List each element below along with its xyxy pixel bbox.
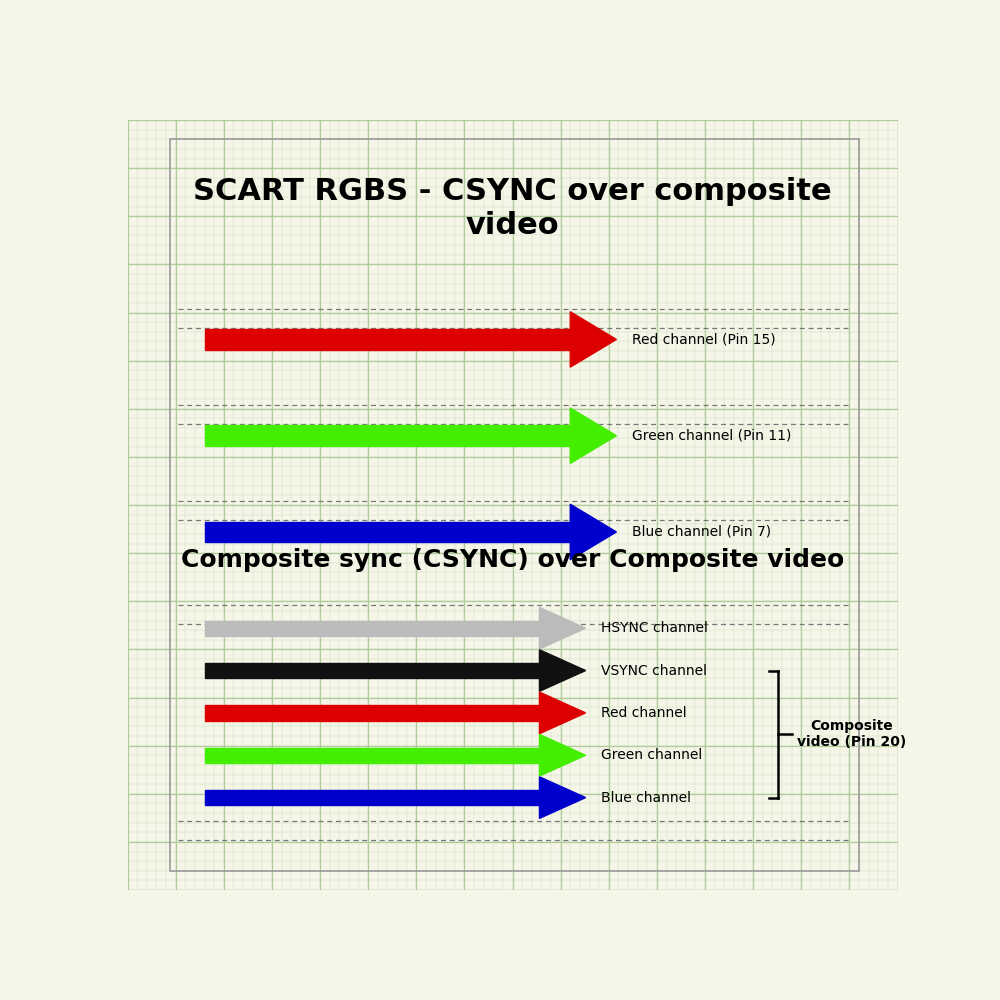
Polygon shape [539, 734, 586, 776]
Bar [205, 748, 539, 763]
Text: VSYNC channel: VSYNC channel [601, 664, 707, 678]
Polygon shape [539, 692, 586, 734]
Bar [170, 139, 859, 871]
Text: Blue channel (Pin 7): Blue channel (Pin 7) [632, 525, 771, 539]
Polygon shape [570, 312, 616, 367]
Text: Red channel: Red channel [601, 706, 687, 720]
Text: Green channel (Pin 11): Green channel (Pin 11) [632, 429, 791, 443]
Text: Blue channel: Blue channel [601, 791, 691, 805]
Polygon shape [539, 607, 586, 649]
Polygon shape [539, 650, 586, 691]
Polygon shape [570, 408, 616, 463]
Text: Composite sync (CSYNC) over Composite video: Composite sync (CSYNC) over Composite vi… [181, 548, 844, 572]
Bar [205, 522, 570, 542]
Bar [205, 790, 539, 805]
Polygon shape [570, 504, 616, 560]
Text: Red channel (Pin 15): Red channel (Pin 15) [632, 332, 775, 346]
Polygon shape [539, 777, 586, 818]
Bar [205, 620, 539, 636]
Text: HSYNC channel: HSYNC channel [601, 621, 708, 635]
Bar [205, 705, 539, 721]
Text: Green channel: Green channel [601, 748, 702, 762]
Bar [205, 663, 539, 678]
Bar [205, 329, 570, 350]
Text: SCART RGBS - CSYNC over composite
video: SCART RGBS - CSYNC over composite video [193, 177, 832, 240]
Bar [205, 425, 570, 446]
Text: Composite
video (Pin 20): Composite video (Pin 20) [797, 719, 907, 749]
